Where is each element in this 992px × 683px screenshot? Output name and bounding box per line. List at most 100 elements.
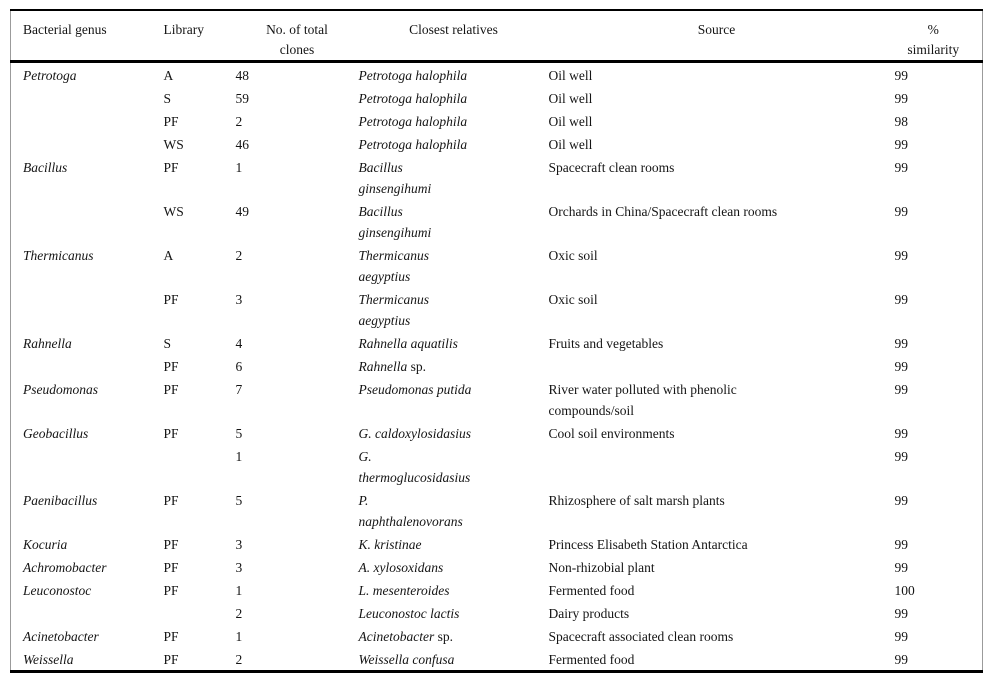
table-row: 2 Leuconostoc lactis Dairy products 99 <box>11 601 983 624</box>
source-cell: Fermented food <box>548 583 635 598</box>
similarity-cell: 99 <box>894 382 909 397</box>
genus-cell: Paenibacillus <box>23 493 98 508</box>
clones-cell: 5 <box>235 426 243 441</box>
clones-cell: 3 <box>235 560 243 575</box>
genus-cell: Achromobacter <box>23 560 107 575</box>
genus-cell: Pseudomonas <box>23 382 98 397</box>
source-cell: Rhizosphere of salt marsh plants <box>548 493 725 508</box>
source-cell: Cool soil environments <box>548 426 675 441</box>
table-row: Thermicanus A 2 Thermicanus aegyptius Oxic s… <box>11 243 983 287</box>
relative-cell: Petrotoga halophila <box>359 62 549 87</box>
table-row: Leuconostoc PF 1 L. mesenteroides Fermented … <box>11 578 983 601</box>
clones-cell: 4 <box>235 336 243 351</box>
similarity-cell: 99 <box>894 137 909 152</box>
library-cell: WS <box>163 204 184 219</box>
clones-cell: 3 <box>235 537 243 552</box>
library-cell: PF <box>163 537 179 552</box>
clones-cell: 1 <box>235 160 243 175</box>
relative-cell: Thermicanus aegyptius <box>359 243 549 287</box>
clones-cell: 1 <box>235 449 243 464</box>
relative-cell: Acinetobacter sp. <box>359 624 549 647</box>
similarity-cell: 100 <box>894 583 915 598</box>
source-cell: Spacecraft clean rooms <box>548 160 675 175</box>
similarity-cell: 99 <box>894 537 909 552</box>
similarity-cell: 99 <box>894 68 909 83</box>
library-cell: PF <box>163 652 179 667</box>
clones-cell: 2 <box>235 652 243 667</box>
similarity-cell: 99 <box>894 160 909 175</box>
clones-cell: 7 <box>235 382 243 397</box>
library-cell: PF <box>163 114 179 129</box>
relative-name: Petrotoga halophila <box>358 68 468 83</box>
relative-cell: Bacillus ginsengihumi <box>359 199 549 243</box>
table-row: Achromobacter PF 3 A. xylosoxidans Non-rhizo… <box>11 555 983 578</box>
genus-cell: Leuconostoc <box>23 583 92 598</box>
relative-name: Thermicanus aegyptius <box>358 292 430 328</box>
similarity-cell: 99 <box>894 336 909 351</box>
library-cell: PF <box>163 382 179 397</box>
table-row: PF 6 Rahnella sp. 99 <box>11 354 983 377</box>
table-row: WS 46 Petrotoga halophila Oil well 99 <box>11 132 983 155</box>
genus-cell: Acinetobacter <box>23 629 99 644</box>
table-row: PF 2 Petrotoga halophila Oil well 98 <box>11 109 983 132</box>
header-row: Bacterial genus Library No. of total clo… <box>10 10 983 63</box>
genus-cell: Petrotoga <box>23 68 77 83</box>
library-cell: PF <box>163 583 179 598</box>
clones-cell: 49 <box>235 204 250 219</box>
genus-cell: Kocuria <box>23 537 68 552</box>
table-row: 1 G. thermoglucosidasius 99 <box>11 444 983 488</box>
source-cell: Fruits and vegetables <box>548 336 664 351</box>
clones-cell: 2 <box>235 248 243 263</box>
source-cell: Spacecraft associated clean rooms <box>548 629 734 644</box>
col-header-library: Library <box>163 10 236 63</box>
library-cell: PF <box>163 160 179 175</box>
relative-name: Leuconostoc lactis <box>358 606 460 621</box>
relative-name: Petrotoga halophila <box>358 137 468 152</box>
library-cell: A <box>163 68 174 83</box>
source-cell <box>549 444 885 488</box>
relative-name: Thermicanus aegyptius <box>358 248 430 284</box>
col-header-source: Source <box>548 10 885 63</box>
similarity-cell: 99 <box>894 493 909 508</box>
genus-cell: Rahnella <box>23 336 72 351</box>
relative-name: G. caldoxylosidasius <box>358 426 472 441</box>
similarity-cell: 99 <box>894 652 909 667</box>
relative-cell: Thermicanus aegyptius <box>359 287 549 331</box>
relative-cell: A. xylosoxidans <box>359 555 549 578</box>
table-row: Weissella PF 2 Weissella confusa Fermented f… <box>11 647 983 672</box>
genus-cell: Thermicanus <box>23 248 94 263</box>
relative-name: G. thermoglucosidasius <box>358 449 471 485</box>
library-cell: A <box>163 248 174 263</box>
table-row: Petrotoga A 48 Petrotoga halophila Oil well 9… <box>11 62 983 87</box>
paper-table-container: Bacterial genus Library No. of total clo… <box>10 9 983 673</box>
library-cell: S <box>163 336 172 351</box>
relative-name: P. naphthalenovorans <box>358 493 463 529</box>
similarity-cell: 99 <box>894 91 909 106</box>
source-cell: Oil well <box>548 68 593 83</box>
table-row: Pseudomonas PF 7 Pseudomonas putida River wa… <box>11 377 983 421</box>
col-header-total-clones: No. of total clones <box>235 10 359 63</box>
relative-cell: L. mesenteroides <box>359 578 549 601</box>
clones-cell: 6 <box>235 359 243 374</box>
relative-name: Acinetobacter <box>358 629 435 644</box>
similarity-cell: 99 <box>894 426 909 441</box>
relative-cell: G. thermoglucosidasius <box>359 444 549 488</box>
genus-cell <box>11 132 164 155</box>
relative-cell: Petrotoga halophila <box>359 86 549 109</box>
relative-name: Weissella confusa <box>358 652 455 667</box>
table-row: WS 49 Bacillus ginsengihumi Orchards in Chi… <box>11 199 983 243</box>
relative-name: Bacillus ginsengihumi <box>358 160 432 196</box>
table-row: Paenibacillus PF 5 P. naphthalenovorans Rhiz… <box>11 488 983 532</box>
library-cell: PF <box>163 359 179 374</box>
genus-cell: Bacillus <box>23 160 68 175</box>
similarity-cell: 99 <box>894 248 909 263</box>
col-header-percent-similarity: % similarity <box>884 10 983 63</box>
table-row: Kocuria PF 3 K. kristinae Princess Elisabeth… <box>11 532 983 555</box>
relative-name: Petrotoga halophila <box>358 91 468 106</box>
library-cell: PF <box>163 629 179 644</box>
library-cell <box>164 601 236 624</box>
relative-cell: Pseudomonas putida <box>359 377 549 421</box>
similarity-cell: 99 <box>894 606 909 621</box>
similarity-cell: 98 <box>894 114 909 129</box>
source-cell: Oxic soil <box>548 248 598 263</box>
